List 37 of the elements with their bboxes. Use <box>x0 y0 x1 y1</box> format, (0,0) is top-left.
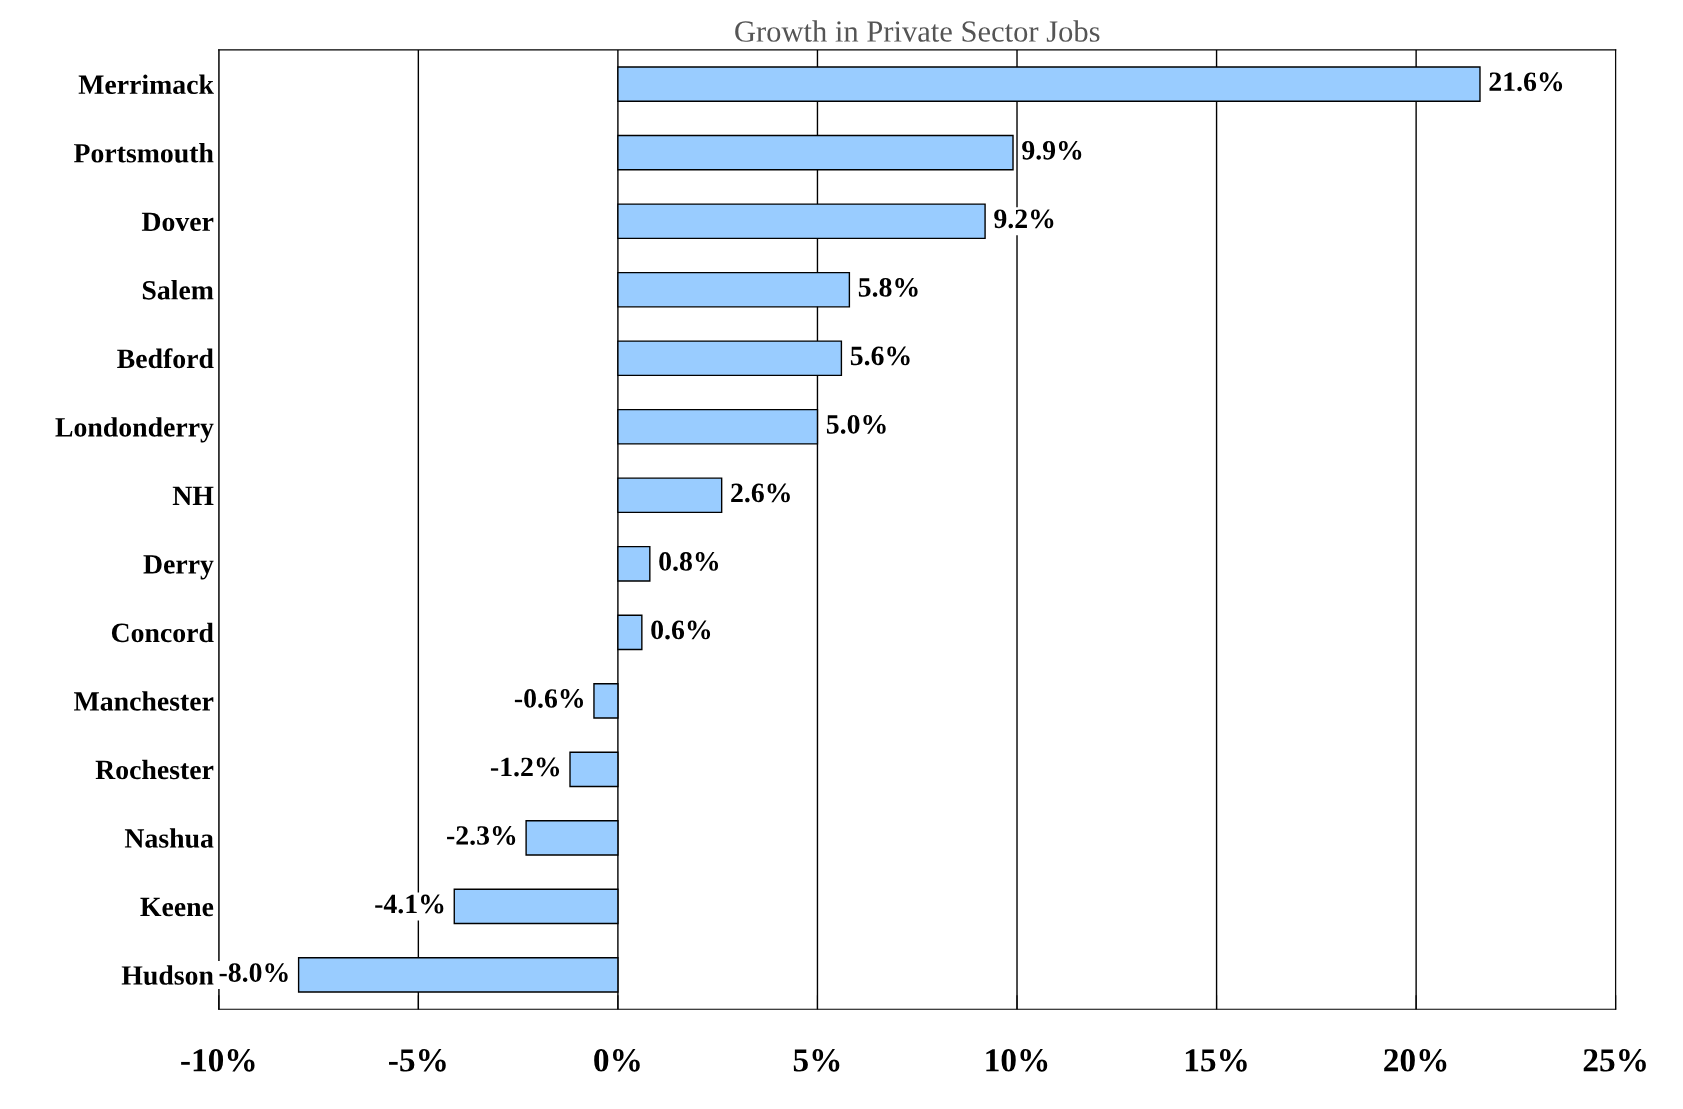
y-tick-label: Dover <box>141 212 214 232</box>
data-label: -2.3% <box>447 826 516 845</box>
y-tick-label: Rochester <box>95 759 214 780</box>
data-label: 2.6% <box>731 483 790 503</box>
data-label: 5.6% <box>850 346 910 366</box>
x-tick-label: -5% <box>389 1049 446 1072</box>
data-label: -4.1% <box>375 894 444 914</box>
y-tick-label: Londonderry <box>55 417 214 443</box>
y-tick-label: Derry <box>143 555 214 580</box>
chart-title: Growth in Private Sector Jobs <box>735 20 1100 42</box>
x-tick-label: 20% <box>1384 1049 1447 1072</box>
y-tick-label: Portsmouth <box>73 143 214 163</box>
y-tick-label: Nashua <box>124 828 214 848</box>
data-label: -8.0% <box>219 963 288 982</box>
y-tick-label: Hudson <box>121 965 214 985</box>
x-tick-label: 5% <box>793 1049 840 1072</box>
data-label: 9.2% <box>994 209 1054 229</box>
x-tick-label: 10% <box>986 1049 1048 1072</box>
data-label: -1.2% <box>490 757 560 777</box>
y-tick-label: Concord <box>111 622 214 643</box>
x-tick-label: 0% <box>594 1049 640 1072</box>
y-tick-label: Bedford <box>117 348 214 369</box>
data-label: 21.6% <box>1489 72 1563 92</box>
x-tick-label: 25% <box>1583 1049 1646 1072</box>
y-tick-label: Salem <box>142 280 214 300</box>
y-tick-label: Manchester <box>74 691 214 711</box>
y-tick-label: NH <box>172 486 214 505</box>
data-label: 5.8% <box>858 277 918 297</box>
data-label: 0.6% <box>651 620 711 640</box>
data-label: 0.8% <box>659 552 719 571</box>
data-label: 9.9% <box>1022 140 1082 160</box>
data-label: -0.6% <box>514 689 584 708</box>
y-tick-label: Merrimack <box>78 74 214 95</box>
x-tick-label: 15% <box>1185 1049 1247 1072</box>
y-tick-label: Keene <box>140 897 214 917</box>
x-tick-label: -10% <box>181 1049 255 1072</box>
data-label: 5.0% <box>826 414 886 434</box>
